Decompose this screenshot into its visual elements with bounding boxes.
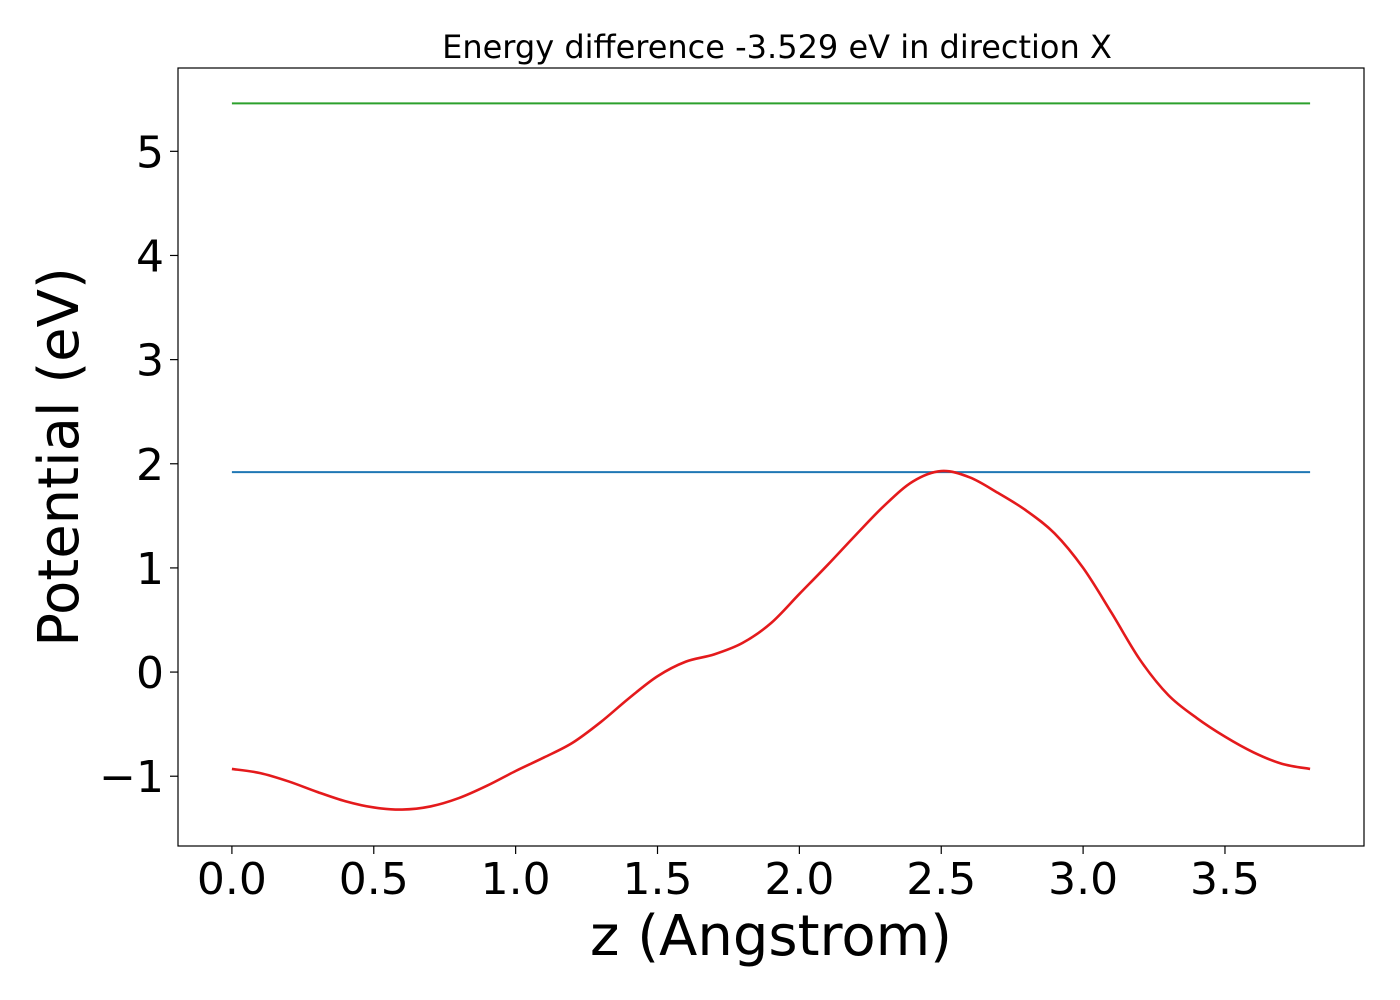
series-group xyxy=(231,102,1311,811)
x-axis-label: z (Angstrom) xyxy=(590,904,952,969)
x-tick-label: 3.0 xyxy=(1048,854,1118,905)
chart-title: Energy difference -3.529 eV in direction… xyxy=(442,28,1112,66)
y-axis-label: Potential (eV) xyxy=(27,267,92,647)
y-tick-label: 3 xyxy=(136,336,164,387)
x-tick-label: 3.5 xyxy=(1190,854,1260,905)
axes-frame xyxy=(177,67,1365,847)
y-tick-label: 0 xyxy=(136,648,164,699)
y-tick-label: −1 xyxy=(99,752,164,803)
y-tick-label: 4 xyxy=(136,231,164,282)
y-tick-label: 2 xyxy=(136,440,164,491)
tick-group: 0.0 0.5 1.0 1.5 2.0 2.5 3.0 3.5 −1 0 1 2 3 4 5 xyxy=(99,127,1260,905)
x-tick-label: 1.5 xyxy=(623,854,693,905)
series-curve-2 xyxy=(231,469,1311,811)
y-tick-label: 1 xyxy=(136,544,164,595)
x-tick-label: 1.0 xyxy=(481,854,551,905)
x-tick-label: 2.0 xyxy=(764,854,834,905)
x-tick-label: 2.5 xyxy=(906,854,976,905)
x-tick-label: 0.5 xyxy=(339,854,409,905)
y-tick-label: 5 xyxy=(136,127,164,178)
x-tick-label: 0.0 xyxy=(197,854,267,905)
